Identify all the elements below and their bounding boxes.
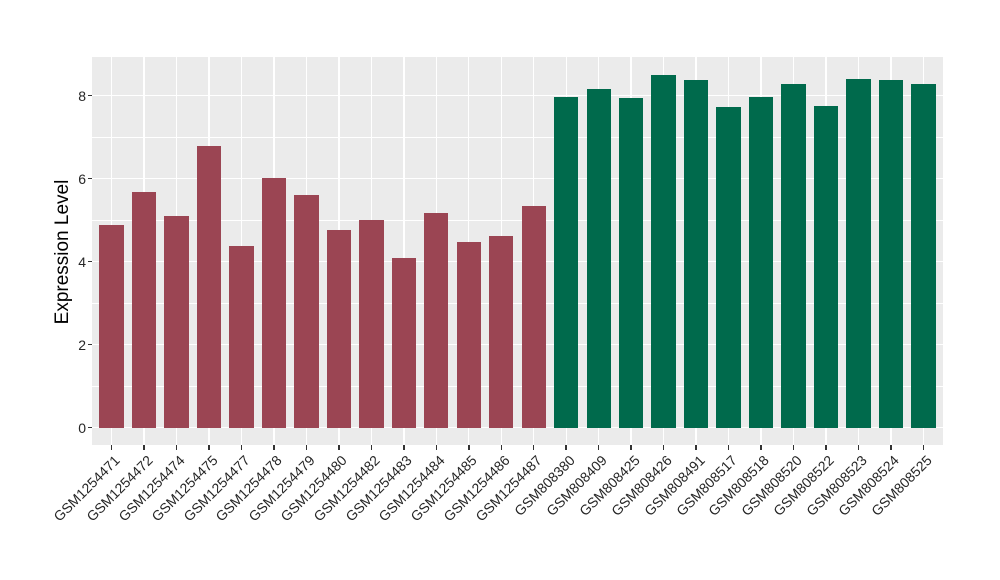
bar-GSM808518 xyxy=(748,96,774,428)
y-axis-tick xyxy=(88,426,92,429)
x-axis-tick xyxy=(695,445,697,450)
bar-GSM1254483 xyxy=(391,257,416,428)
x-axis-tick xyxy=(338,445,340,450)
gridline-major-y-8 xyxy=(92,94,943,97)
plot-panel xyxy=(92,57,943,445)
x-axis-tick xyxy=(857,445,860,450)
bar-GSM808523 xyxy=(846,79,871,428)
bar-GSM808524 xyxy=(878,80,904,428)
gridline-minor-y-5 xyxy=(92,219,943,221)
bar-GSM1254485 xyxy=(456,241,481,428)
bar-GSM808525 xyxy=(911,83,936,428)
x-axis-tick xyxy=(500,445,502,450)
y-axis-tick-label: 4 xyxy=(78,253,86,270)
x-axis-tick xyxy=(727,445,730,450)
x-axis-tick xyxy=(565,445,567,450)
x-axis-tick xyxy=(760,445,762,450)
x-axis-tick xyxy=(110,445,113,450)
bar-GSM808522 xyxy=(813,106,839,428)
bar-GSM808491 xyxy=(683,79,709,428)
x-axis-tick xyxy=(468,445,470,450)
x-axis-tick xyxy=(208,445,210,450)
x-axis-tick xyxy=(435,445,438,450)
bar-GSM1254486 xyxy=(489,236,514,428)
gridline-major-y-4 xyxy=(92,260,943,263)
y-axis-tick xyxy=(88,260,92,263)
bar-GSM1254474 xyxy=(164,215,189,428)
y-axis-tick-label: 2 xyxy=(78,336,86,353)
bar-GSM1254487 xyxy=(521,206,546,428)
bar-GSM808520 xyxy=(781,83,806,428)
bar-GSM1254479 xyxy=(294,194,319,428)
y-axis-tick xyxy=(88,177,92,180)
x-axis-tick xyxy=(240,445,243,450)
x-axis-tick xyxy=(273,445,275,450)
bar-GSM1254482 xyxy=(359,219,384,428)
x-axis-tick xyxy=(922,445,925,450)
y-axis-tick xyxy=(88,343,92,346)
x-axis-tick xyxy=(597,445,600,450)
y-axis-tick-label: 0 xyxy=(78,419,86,436)
x-axis-tick xyxy=(630,445,632,450)
gridline-minor-y-1 xyxy=(92,385,943,387)
x-axis-tick xyxy=(662,445,665,450)
x-axis-tick xyxy=(890,445,892,450)
x-axis-tick xyxy=(532,445,535,450)
bar-GSM808409 xyxy=(586,88,611,428)
x-axis-tick xyxy=(825,445,827,450)
bar-GSM1254471 xyxy=(99,224,124,428)
gridline-minor-y-7 xyxy=(92,136,943,138)
y-axis-tick-label: 6 xyxy=(78,170,86,187)
y-axis-tick-label: 8 xyxy=(78,87,86,104)
bar-GSM1254475 xyxy=(196,146,222,428)
bar-GSM808380 xyxy=(554,97,579,428)
bar-GSM1254480 xyxy=(326,230,352,428)
gridline-minor-y-3 xyxy=(92,302,943,304)
bar-GSM1254477 xyxy=(229,246,254,428)
bar-GSM1254484 xyxy=(424,213,449,428)
gridline-major-y-6 xyxy=(92,177,943,180)
x-axis-tick xyxy=(175,445,178,450)
bar-GSM808425 xyxy=(619,98,644,428)
gridline-major-y-2 xyxy=(92,343,943,346)
gridline-x-GSM1254483 xyxy=(403,57,405,445)
bar-GSM808517 xyxy=(716,106,741,428)
y-axis-tick xyxy=(88,94,92,97)
bar-GSM1254478 xyxy=(261,178,287,428)
x-axis-tick xyxy=(403,445,405,450)
bar-GSM808426 xyxy=(651,75,676,428)
x-axis-tick xyxy=(305,445,308,450)
x-axis-tick xyxy=(792,445,795,450)
x-axis-tick xyxy=(370,445,373,450)
gridline-major-y-0 xyxy=(92,426,943,429)
x-axis-tick xyxy=(143,445,145,450)
bar-GSM1254472 xyxy=(131,191,157,428)
